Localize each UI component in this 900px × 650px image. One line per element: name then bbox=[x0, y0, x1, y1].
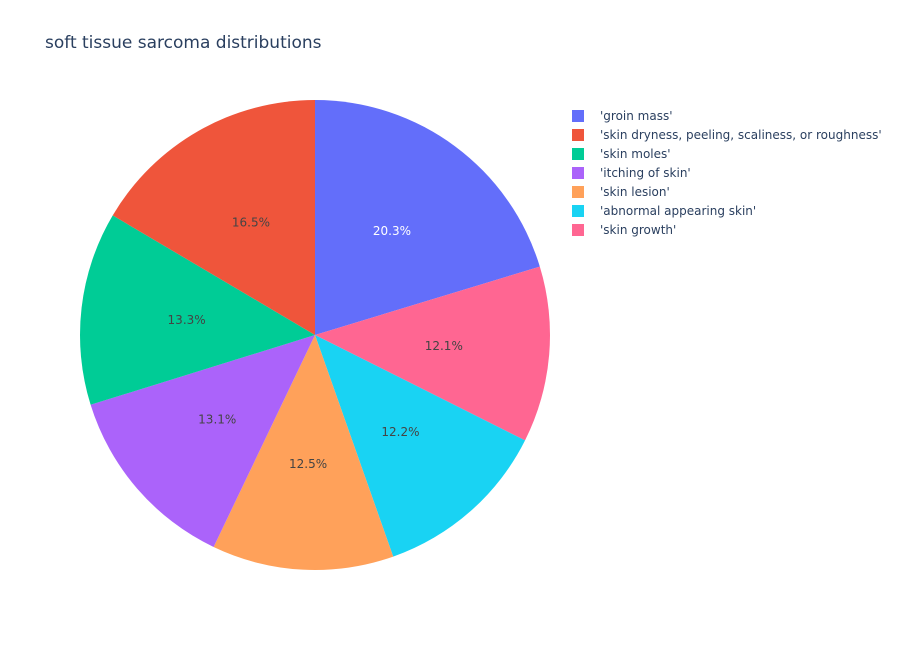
legend-item[interactable]: 'skin moles' bbox=[572, 144, 882, 163]
pie-slice[interactable] bbox=[112, 99, 316, 335]
legend-swatch bbox=[572, 109, 584, 122]
pie-slice[interactable] bbox=[315, 266, 550, 441]
slice-percent-label: 12.2% bbox=[381, 425, 419, 439]
legend-swatch bbox=[572, 185, 584, 198]
legend-label: 'itching of skin' bbox=[600, 165, 691, 180]
legend-swatch bbox=[572, 223, 584, 236]
legend-item[interactable]: 'skin dryness, peeling, scaliness, or ro… bbox=[572, 125, 882, 144]
chart-title: soft tissue sarcoma distributions bbox=[45, 33, 322, 53]
legend-label: 'skin growth' bbox=[600, 222, 677, 237]
slice-percent-label: 13.1% bbox=[198, 413, 236, 427]
legend-label: 'skin moles' bbox=[600, 146, 671, 161]
legend-swatch bbox=[572, 166, 584, 179]
pie-slice[interactable] bbox=[315, 100, 540, 335]
slice-percent-label: 20.3% bbox=[373, 224, 411, 238]
slice-percent-label: 12.1% bbox=[425, 339, 463, 353]
slice-percent-label: 12.5% bbox=[289, 457, 327, 471]
legend-swatch bbox=[572, 128, 584, 141]
legend-label: 'abnormal appearing skin' bbox=[600, 203, 757, 218]
legend-label: 'groin mass' bbox=[600, 108, 673, 123]
pie-slice[interactable] bbox=[79, 215, 315, 405]
legend-item[interactable]: 'skin lesion' bbox=[572, 182, 882, 201]
slice-percent-label: 16.5% bbox=[232, 216, 270, 230]
legend-swatch bbox=[572, 204, 584, 217]
pie-slice[interactable] bbox=[213, 335, 394, 570]
pie-slice[interactable] bbox=[90, 335, 315, 548]
legend-label: 'skin dryness, peeling, scaliness, or ro… bbox=[600, 127, 882, 142]
pie-slice[interactable] bbox=[315, 335, 526, 557]
legend-item[interactable]: 'groin mass' bbox=[572, 106, 882, 125]
legend-item[interactable]: 'abnormal appearing skin' bbox=[572, 201, 882, 220]
legend-label: 'skin lesion' bbox=[600, 184, 670, 199]
legend-swatch bbox=[572, 147, 584, 160]
legend-item[interactable]: 'skin growth' bbox=[572, 220, 882, 239]
slice-percent-label: 13.3% bbox=[168, 313, 206, 327]
legend-item[interactable]: 'itching of skin' bbox=[572, 163, 882, 182]
legend: 'groin mass' 'skin dryness, peeling, scal… bbox=[572, 106, 882, 239]
